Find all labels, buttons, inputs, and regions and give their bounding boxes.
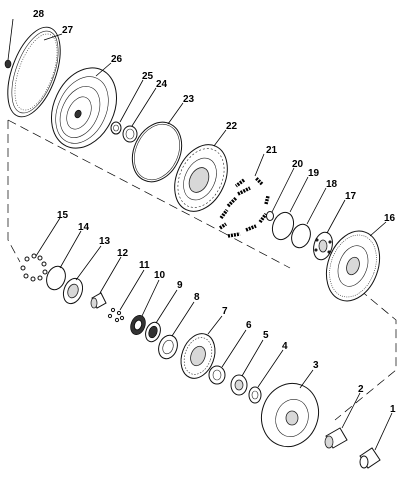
part-9-gear-ring	[145, 321, 161, 343]
callout-10: 10	[154, 270, 166, 281]
callout-18: 18	[326, 179, 338, 190]
callout-17: 17	[345, 191, 357, 202]
part-20-snap-ring	[266, 211, 274, 221]
callout-11: 11	[139, 260, 150, 271]
part-1-bushing	[359, 447, 381, 469]
part-6-washer	[208, 365, 226, 385]
callout-7: 7	[222, 306, 228, 317]
callout-28: 28	[33, 9, 45, 20]
callout-5: 5	[263, 330, 269, 341]
callout-24: 24	[156, 79, 168, 90]
part-23-o-ring	[131, 121, 183, 183]
part-14-snap-ring	[46, 265, 66, 291]
part-2-hub-sleeve	[324, 427, 348, 449]
leader-lines	[7, 18, 393, 451]
callout-25: 25	[142, 71, 154, 82]
part-4-washer	[248, 386, 262, 404]
callout-2: 2	[358, 384, 364, 395]
part-21-damper-springs	[219, 176, 270, 238]
callout-3: 3	[313, 360, 319, 371]
callout-21: 21	[266, 145, 278, 156]
assembly-axis-lines	[7, 119, 397, 421]
part-19-o-ring	[271, 211, 295, 241]
callout-15: 15	[57, 210, 69, 221]
part-22-piston	[174, 144, 228, 212]
part-26-converter-cover	[51, 67, 117, 149]
callout-9: 9	[177, 280, 183, 291]
callout-14: 14	[78, 222, 90, 233]
part-13-stator	[62, 277, 84, 305]
callout-22: 22	[226, 121, 238, 132]
callout-8: 8	[194, 292, 200, 303]
part-15-roller-set	[20, 253, 48, 282]
callout-12: 12	[117, 248, 129, 259]
part-8-thrust-washer	[158, 334, 178, 360]
part-24-bushing	[122, 125, 138, 143]
callout-labels: 1 2 3 4 5 6 7 8 9 10 11 12 13 14 15 16 1…	[33, 9, 396, 415]
callout-26: 26	[111, 54, 123, 65]
part-11-pins	[107, 307, 125, 323]
callout-23: 23	[183, 94, 195, 105]
callout-13: 13	[99, 236, 111, 247]
callout-19: 19	[308, 168, 320, 179]
part-27-ring-gear	[7, 26, 61, 118]
part-18-o-ring	[291, 223, 311, 249]
part-3-impeller-housing	[261, 382, 319, 448]
callout-1: 1	[390, 404, 396, 415]
part-25-washer	[110, 121, 122, 135]
callout-6: 6	[246, 320, 252, 331]
callout-16: 16	[384, 213, 396, 224]
part-10-clutch-hub	[130, 315, 146, 335]
callout-27: 27	[62, 25, 74, 36]
part-7-stator-assembly	[180, 333, 216, 379]
part-12-cylinder	[90, 292, 107, 309]
part-16-turbine	[325, 230, 381, 302]
part-28-small-bolt	[4, 59, 12, 69]
callout-4: 4	[282, 341, 288, 352]
callout-20: 20	[292, 159, 304, 170]
part-17-hub	[313, 231, 333, 261]
part-5-bearing	[230, 374, 248, 396]
